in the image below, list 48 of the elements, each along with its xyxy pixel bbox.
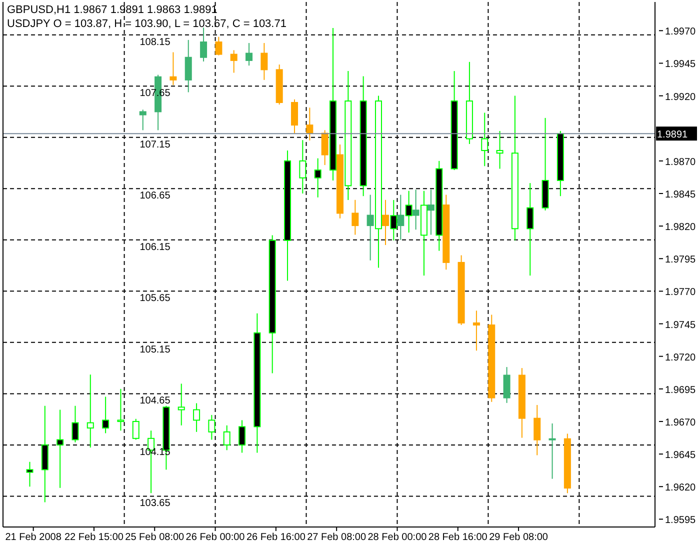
x-tick-label: 27 Feb 08:00 — [307, 532, 366, 544]
y2-tick-label: 1.9745 — [665, 320, 696, 331]
y2-tick-label: 1.9820 — [665, 222, 696, 234]
y2-tick-label: 1.9720 — [665, 352, 696, 364]
x-tick-label: 22 Feb 15:00 — [64, 532, 124, 544]
y2-tick-label: 1.9920 — [665, 92, 696, 103]
candlestick — [178, 383, 185, 426]
candlestick — [223, 424, 230, 451]
candlestick — [193, 402, 200, 432]
y2-tick-label: 1.9870 — [665, 156, 696, 168]
y-tick-label: 105.15 — [140, 344, 171, 356]
y-tick-label: 108.15 — [140, 36, 171, 48]
candlestick — [132, 418, 140, 440]
x-tick-label: 28 Feb 16:00 — [428, 532, 488, 544]
y2-tick-label: 1.9595 — [665, 515, 696, 526]
candlestick — [496, 130, 504, 170]
candlestick — [117, 388, 124, 432]
chart-title: GBPUSD,H1 1.9867 1.9891 1.9863 1.9891 — [7, 4, 218, 16]
candlestick — [102, 396, 110, 434]
y-tick-label: 105.65 — [140, 293, 171, 304]
x-tick-label: 29 Feb 08:00 — [489, 532, 548, 544]
y2-tick-label: 1.9945 — [665, 59, 696, 70]
y2-tick-label: 1.9645 — [665, 450, 696, 462]
x-tick-label: 25 Feb 08:00 — [125, 532, 185, 544]
candlestick — [72, 405, 79, 443]
x-tick-label: 21 Feb 2008 — [5, 532, 62, 544]
y2-tick-label: 1.9795 — [665, 254, 696, 266]
x-tick-label: 26 Feb 16:00 — [246, 532, 306, 544]
candlestick — [208, 414, 216, 440]
candlestick — [86, 374, 94, 448]
y-tick-label: 103.65 — [140, 498, 171, 510]
y2-tick-label: 1.9620 — [665, 482, 696, 494]
y2-tick-label: 1.9670 — [665, 417, 696, 428]
candlestick — [299, 140, 306, 194]
y-tick-label: 106.15 — [140, 242, 171, 253]
y2-tick-label: 1.9695 — [665, 384, 696, 396]
y-tick-label: 104.65 — [140, 396, 171, 407]
y-tick-label: 107.15 — [140, 139, 171, 150]
text: USDJPY O = 103.87, H = 103.90, L = 103.67, C = 103.71 — [7, 18, 286, 30]
y2-tick-label: 1.9845 — [665, 190, 696, 200]
candlestick — [481, 112, 488, 167]
y2-tick-label: 1.9770 — [665, 287, 696, 298]
y2-tick-label: 1.9970 — [665, 26, 696, 38]
x-tick-label: 28 Feb 00:00 — [368, 532, 428, 544]
y-tick-label: 106.65 — [140, 190, 171, 202]
ref-line-label: 1.9891 — [657, 130, 688, 141]
x-tick-label: 26 Feb 00:00 — [186, 532, 246, 544]
candlestick — [26, 461, 34, 488]
